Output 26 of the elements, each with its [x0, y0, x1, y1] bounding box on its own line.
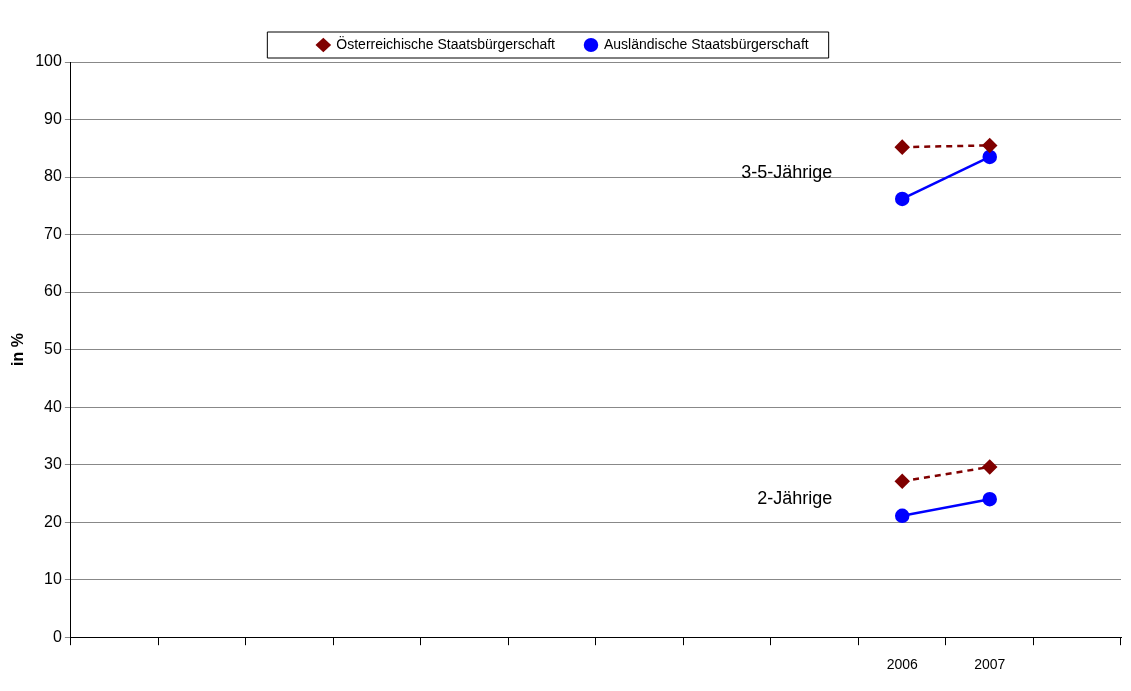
y-tick-label: 20	[44, 512, 62, 530]
y-tick-label: 60	[44, 282, 62, 300]
legend-label: Ausländische Staatsbürgerschaft	[603, 35, 809, 52]
legend-label: Österreichische Staatsbürgerschaft	[336, 34, 556, 52]
annotation: 2-Jährige	[757, 487, 833, 508]
y-tick-label: 70	[44, 224, 62, 242]
point	[894, 508, 910, 524]
y-tick-label: 40	[44, 397, 62, 415]
point	[982, 491, 997, 507]
point	[982, 138, 997, 153]
y-tick-label: 100	[35, 52, 62, 70]
y-tick-label: 50	[44, 340, 62, 358]
y-tick-label: 80	[44, 167, 62, 185]
point	[982, 459, 997, 475]
x-tick-label: 2007	[974, 656, 1006, 673]
point	[982, 149, 997, 165]
point	[894, 474, 910, 489]
y-tick-label: 30	[44, 455, 62, 473]
y-tick-label: 90	[44, 109, 62, 127]
point	[894, 191, 910, 207]
y-tick-label: 0	[52, 627, 62, 645]
annotation: 3-5-Jährige	[741, 161, 833, 182]
y-tick-label: 10	[44, 570, 62, 588]
x-tick-label: 2006	[886, 656, 919, 673]
point	[894, 139, 910, 155]
y-axis-title: in %	[9, 333, 27, 367]
